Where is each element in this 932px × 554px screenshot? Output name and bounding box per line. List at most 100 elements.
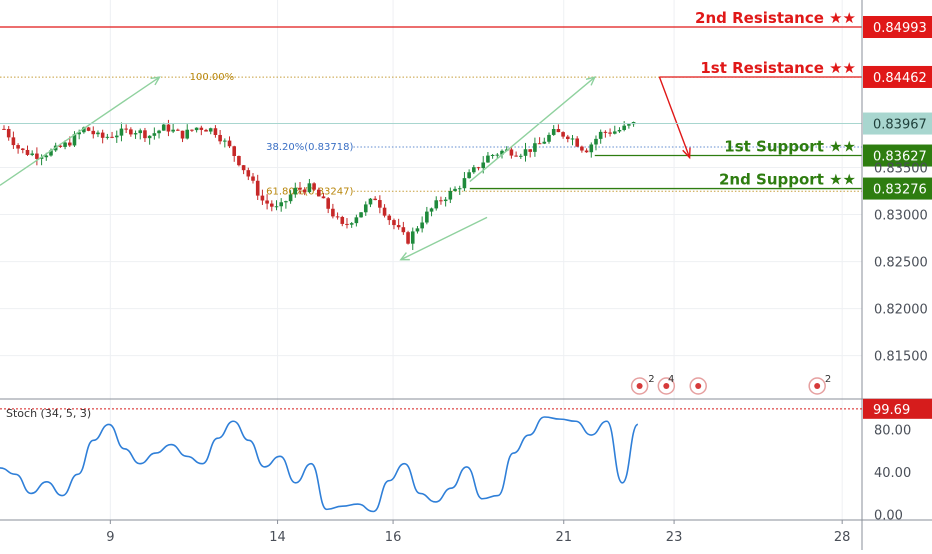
candle-body bbox=[86, 127, 91, 131]
candle-body bbox=[180, 130, 185, 139]
projection-arrow-line bbox=[658, 76, 691, 158]
candle-body bbox=[354, 217, 359, 224]
candle-body bbox=[335, 216, 340, 218]
candle-body bbox=[35, 153, 39, 159]
x-tick-label: 23 bbox=[666, 530, 683, 545]
trend-arrow-line bbox=[0, 76, 160, 186]
x-tick-label: 14 bbox=[269, 530, 286, 545]
candle-body bbox=[396, 225, 401, 228]
candle-body bbox=[439, 200, 443, 202]
candle-body bbox=[44, 155, 49, 158]
level-price-tag bbox=[863, 65, 932, 88]
candle-body bbox=[401, 227, 406, 233]
trend-arrow-head bbox=[585, 76, 597, 86]
stoch-y-tick-label: 80.00 bbox=[874, 424, 911, 439]
event-marker-dot bbox=[814, 383, 821, 389]
candle-body bbox=[476, 167, 481, 169]
candle-body bbox=[514, 155, 518, 157]
candle-body bbox=[138, 130, 143, 134]
level-price-label: 0.83276 bbox=[873, 183, 927, 198]
candle-body bbox=[91, 130, 96, 135]
candle-body bbox=[241, 165, 246, 171]
candle-body bbox=[227, 140, 232, 147]
candle-body bbox=[575, 138, 579, 147]
candle-body bbox=[133, 133, 138, 135]
candle-body bbox=[30, 153, 34, 155]
stoch-line bbox=[0, 416, 639, 513]
level-price-tag bbox=[863, 144, 932, 167]
candle-body bbox=[551, 129, 556, 135]
stoch-y-tick-label: 0.00 bbox=[874, 509, 903, 524]
candle-body bbox=[359, 212, 363, 218]
candle-body bbox=[467, 172, 471, 179]
candle-body bbox=[237, 155, 241, 166]
y-tick-label: 0.82000 bbox=[874, 303, 928, 318]
candle-body bbox=[612, 131, 617, 134]
sr-levels: 2nd Resistance ★★ 0.84993 1st Resistance ★… bbox=[0, 9, 932, 200]
candle-body bbox=[63, 142, 67, 147]
candle-body bbox=[523, 149, 528, 156]
candle-body bbox=[594, 138, 598, 145]
candle-body bbox=[274, 206, 279, 208]
x-tick-label: 16 bbox=[385, 530, 402, 545]
candle-body bbox=[537, 143, 542, 145]
level-price-tag bbox=[863, 177, 932, 200]
candle-body bbox=[124, 128, 128, 130]
candle-body bbox=[213, 128, 218, 135]
trend-arrow-head bbox=[399, 252, 410, 261]
candle-body bbox=[580, 146, 584, 151]
candle-body bbox=[561, 132, 565, 137]
candle-body bbox=[255, 180, 260, 196]
candle-body bbox=[16, 145, 20, 149]
candle-body bbox=[199, 127, 204, 130]
candle-body bbox=[509, 149, 514, 156]
projection-arrow-head bbox=[682, 147, 691, 160]
fib-label: 38.20%(0.83718) bbox=[266, 142, 353, 153]
candle-body bbox=[547, 134, 551, 142]
candle-body bbox=[251, 176, 255, 181]
grid bbox=[0, 0, 862, 520]
y-tick-label: 0.83000 bbox=[874, 209, 928, 224]
candle-body bbox=[378, 200, 382, 208]
candle-body bbox=[565, 136, 570, 140]
x-tick-label: 21 bbox=[555, 530, 572, 545]
candle-body bbox=[114, 135, 119, 138]
candle-body bbox=[49, 150, 53, 156]
candle-body bbox=[72, 134, 77, 146]
candle-body bbox=[443, 199, 448, 202]
candle-body bbox=[608, 132, 612, 134]
candle-body bbox=[410, 231, 415, 244]
candle-body bbox=[622, 125, 626, 130]
candle-body bbox=[481, 162, 486, 169]
candle-body bbox=[340, 216, 345, 224]
candle-body bbox=[382, 207, 387, 216]
candle-body bbox=[265, 200, 269, 204]
stoch-y-tick-label: 40.00 bbox=[874, 466, 911, 481]
candle-body bbox=[570, 138, 575, 140]
current-price-label: 0.83967 bbox=[873, 118, 927, 133]
candle-body bbox=[589, 144, 594, 153]
candle-body bbox=[279, 202, 283, 207]
candles bbox=[2, 119, 636, 251]
candle-body bbox=[208, 128, 213, 132]
candle-body bbox=[260, 195, 265, 201]
candle-body bbox=[307, 183, 312, 193]
event-marker-count: 2 bbox=[825, 374, 831, 385]
event-marker-count: 2 bbox=[648, 374, 654, 385]
candle-body bbox=[11, 137, 16, 146]
candle-body bbox=[58, 145, 63, 147]
level-price-label: 0.83627 bbox=[873, 150, 927, 165]
candle-body bbox=[176, 129, 180, 131]
candle-body bbox=[284, 201, 288, 203]
candle-body bbox=[119, 128, 124, 136]
x-tick-label: 28 bbox=[834, 530, 851, 545]
candle-body bbox=[67, 142, 72, 146]
trend-arrow-line bbox=[400, 216, 488, 261]
candle-body bbox=[223, 140, 227, 142]
x-tick-label: 9 bbox=[106, 530, 114, 545]
candle-body bbox=[542, 141, 547, 144]
candle-body bbox=[500, 150, 504, 155]
candle-body bbox=[434, 200, 439, 209]
